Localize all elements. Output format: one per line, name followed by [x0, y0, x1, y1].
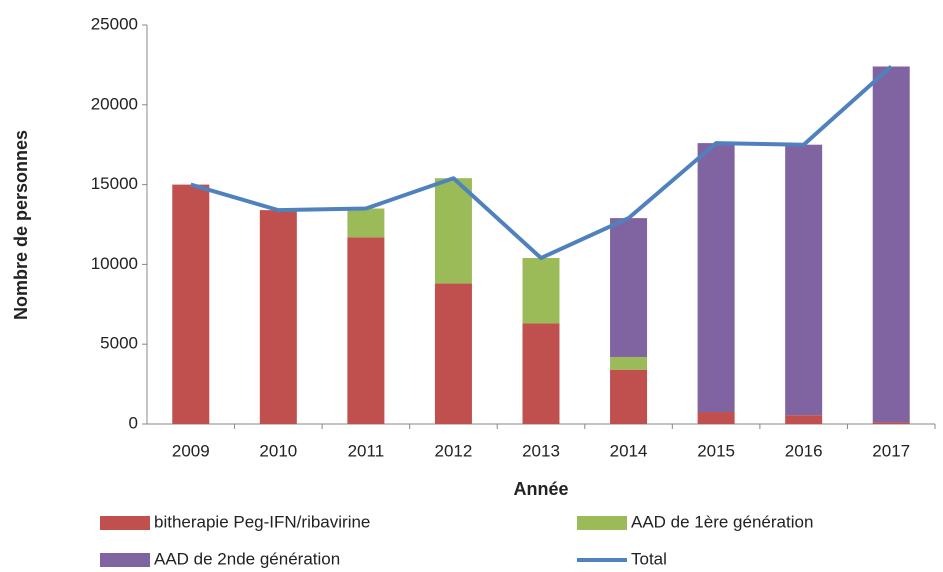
legend-label: Total [631, 549, 667, 568]
y-axis-title: Nombre de personnes [11, 130, 31, 320]
bar [434, 178, 472, 284]
bar [697, 143, 735, 413]
legend-label: AAD de 2nde génération [154, 549, 340, 568]
legend-label: bitherapie Peg-IFN/ribavirine [154, 512, 370, 531]
legend-swatch [100, 516, 150, 530]
bar [522, 323, 560, 424]
bar [610, 356, 648, 370]
y-tick-label: 20000 [91, 94, 138, 113]
x-tick-label: 2015 [697, 441, 735, 460]
legend-swatch [100, 553, 150, 567]
bar [434, 283, 472, 424]
bar [785, 415, 823, 424]
x-tick-label: 2016 [785, 441, 823, 460]
x-tick-label: 2009 [172, 441, 210, 460]
bar [872, 66, 910, 423]
y-tick-label: 25000 [91, 14, 138, 33]
bar [172, 184, 210, 424]
bar [697, 412, 735, 424]
x-tick-label: 2017 [872, 441, 910, 460]
bar [610, 218, 648, 357]
x-tick-label: 2012 [435, 441, 473, 460]
y-tick-label: 5000 [100, 334, 138, 353]
bar [347, 237, 385, 424]
x-tick-label: 2011 [348, 441, 385, 460]
legend-label: AAD de 1ère génération [631, 512, 813, 531]
bar [347, 208, 385, 238]
y-tick-label: 0 [129, 413, 138, 432]
y-tick-label: 15000 [91, 174, 138, 193]
bar [259, 210, 297, 424]
x-tick-label: 2010 [259, 441, 297, 460]
bar [610, 369, 648, 424]
bar [522, 258, 560, 324]
x-tick-label: 2013 [522, 441, 560, 460]
total-line [190, 65, 893, 261]
y-tick-label: 10000 [91, 254, 138, 273]
x-tick-label: 2014 [610, 441, 648, 460]
x-axis-title: Année [513, 479, 568, 499]
legend-swatch [577, 516, 627, 530]
bar [872, 422, 910, 424]
bar [785, 144, 823, 416]
